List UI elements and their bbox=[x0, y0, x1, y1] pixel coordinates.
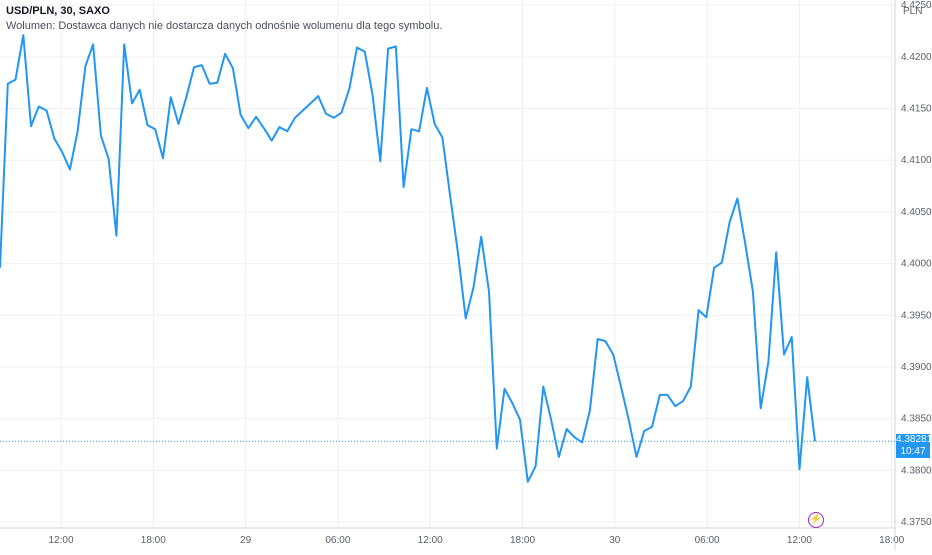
y-tick-label: 4.37500 bbox=[901, 517, 932, 528]
x-tick-label: 29 bbox=[240, 535, 252, 546]
x-tick-label: 06:00 bbox=[325, 535, 350, 546]
price-line bbox=[0, 34, 816, 483]
last-price-value: 4.38281 bbox=[896, 434, 932, 446]
x-tick-label: 18:00 bbox=[879, 535, 904, 546]
y-tick-label: 4.40000 bbox=[901, 259, 932, 270]
x-tick-label: 12:00 bbox=[418, 535, 443, 546]
chart-legend: USD/PLN, 30, SAXO Wolumen: Dostawca dany… bbox=[6, 4, 442, 34]
bar-countdown: 10:47 bbox=[900, 446, 926, 458]
x-tick-label: 30 bbox=[609, 535, 621, 546]
x-tick-label: 12:00 bbox=[48, 535, 73, 546]
y-tick-label: 4.40500 bbox=[901, 207, 932, 218]
y-tick-label: 4.41000 bbox=[901, 155, 932, 166]
x-tick-label: 12:00 bbox=[787, 535, 812, 546]
y-tick-label: 4.39500 bbox=[901, 310, 932, 321]
x-tick-label: 06:00 bbox=[695, 535, 720, 546]
x-tick-label: 18:00 bbox=[141, 535, 166, 546]
y-tick-label: 4.38000 bbox=[901, 465, 932, 476]
y-tick-label: 4.41500 bbox=[901, 104, 932, 115]
x-tick-label: 18:00 bbox=[510, 535, 535, 546]
y-tick-label: 4.38500 bbox=[901, 414, 932, 425]
volume-note: Wolumen: Dostawca danych nie dostarcza d… bbox=[6, 20, 443, 32]
lightning-icon[interactable]: ⚡ bbox=[808, 512, 824, 528]
y-tick-label: 4.42500 bbox=[901, 0, 932, 11]
currency-label: PLN bbox=[903, 6, 923, 17]
y-tick-label: 4.42000 bbox=[901, 52, 932, 63]
y-tick-label: 4.39000 bbox=[901, 362, 932, 373]
last-price-tag: 4.38281 10:47 bbox=[896, 434, 932, 459]
symbol-label[interactable]: USD/PLN, 30, SAXO bbox=[6, 5, 110, 17]
